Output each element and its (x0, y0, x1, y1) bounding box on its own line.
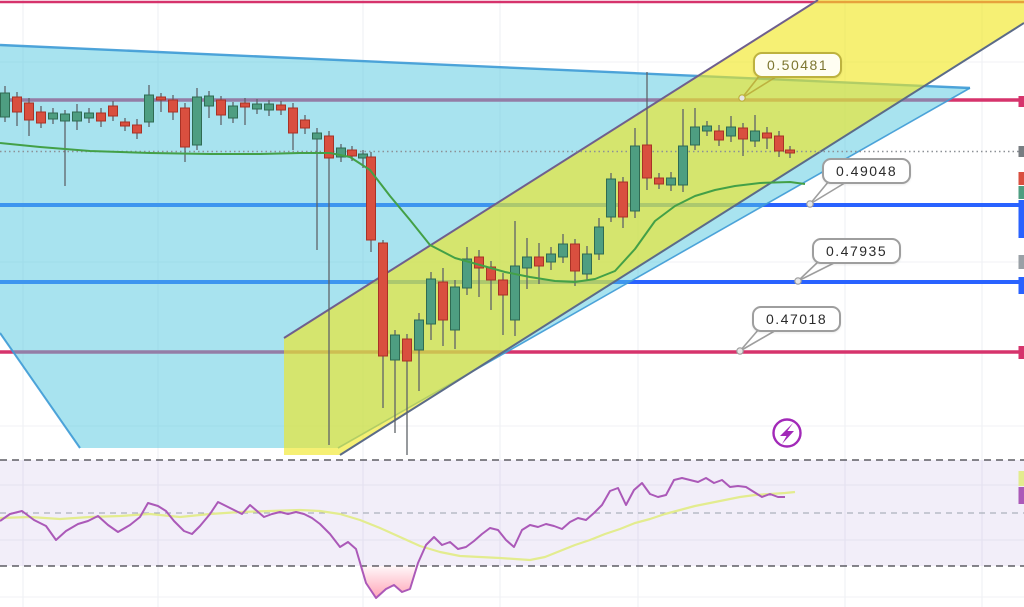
candle (498, 273, 508, 335)
oversold-fill (359, 566, 417, 598)
candle (486, 261, 496, 310)
scale-tag (1018, 200, 1024, 238)
callout-anchor-dot (738, 94, 746, 102)
scale-tag (1018, 172, 1024, 185)
candle (570, 239, 580, 286)
callout-leaders (736, 74, 849, 355)
candle (582, 246, 592, 280)
candle (510, 221, 520, 336)
candle (312, 128, 322, 250)
candle (785, 146, 795, 158)
callout-anchor-dot (794, 277, 802, 285)
scale-tag (1018, 186, 1024, 199)
candle (738, 123, 748, 156)
price-scale-tags (1018, 96, 1024, 504)
price-callout-mid-low[interactable]: 0.47935 (812, 238, 902, 264)
candle (618, 177, 628, 228)
candle (762, 127, 772, 149)
candle (48, 108, 58, 124)
scale-tag (1018, 277, 1024, 294)
scale-tag (1018, 96, 1024, 107)
candle (168, 95, 178, 120)
price-callout-upper[interactable]: 0.50481 (753, 52, 843, 78)
candle (426, 272, 436, 340)
candle (36, 106, 46, 128)
oscillator-main-line (0, 477, 785, 599)
candle (108, 101, 118, 121)
scale-tag (1018, 146, 1024, 157)
candle (678, 109, 688, 192)
candle (750, 115, 760, 147)
candle (534, 243, 544, 284)
candle (12, 92, 22, 126)
candle (690, 108, 700, 150)
candle (84, 108, 94, 123)
candle (300, 115, 310, 134)
candle (654, 173, 664, 189)
candle (252, 99, 262, 114)
price-callout-lower[interactable]: 0.47018 (752, 306, 842, 332)
candle (120, 118, 130, 131)
lightning-tool-icon[interactable] (772, 418, 802, 448)
candle (546, 247, 556, 270)
callout-anchor-dot (806, 200, 814, 208)
candle (336, 144, 346, 162)
candle (204, 91, 214, 118)
candle (726, 116, 736, 142)
oscillator-pane (0, 459, 1024, 599)
price-callout-mid-high[interactable]: 0.49048 (822, 158, 912, 184)
candle (774, 131, 784, 157)
candle (606, 173, 616, 222)
candle (378, 240, 388, 408)
scale-tag (1018, 487, 1024, 504)
candle (144, 85, 154, 127)
candle (288, 103, 298, 150)
candle (366, 152, 376, 252)
candle (450, 280, 460, 349)
candle (402, 334, 412, 455)
scale-tag (1018, 255, 1024, 269)
candle (156, 93, 166, 112)
candle (630, 128, 640, 218)
candle (132, 119, 142, 139)
moving-average-line (0, 142, 806, 283)
candle (714, 125, 724, 146)
candle (216, 96, 226, 125)
candle (264, 100, 274, 116)
callout-anchor-dot (736, 347, 744, 355)
candles-layer (0, 72, 795, 455)
candle (666, 172, 676, 191)
oscillator-signal-line (0, 490, 796, 562)
candle (594, 218, 604, 260)
candle (390, 330, 400, 433)
candle (438, 268, 448, 346)
scale-tag (1018, 471, 1024, 486)
candle (192, 88, 202, 150)
candle (522, 238, 532, 289)
ascending-channel (284, 0, 1024, 455)
candle (642, 72, 652, 190)
candle (324, 131, 334, 445)
candle (276, 101, 286, 115)
candle (180, 103, 190, 162)
candle (72, 104, 82, 130)
candle (0, 86, 10, 122)
candle (228, 102, 238, 123)
candle (240, 98, 250, 125)
candle (558, 234, 568, 263)
candle (96, 108, 106, 127)
candle (462, 247, 472, 295)
candle (702, 121, 712, 136)
candle (24, 98, 34, 136)
scale-tag (1018, 346, 1024, 359)
candle (414, 313, 424, 391)
trend-shapes (0, 0, 1024, 456)
